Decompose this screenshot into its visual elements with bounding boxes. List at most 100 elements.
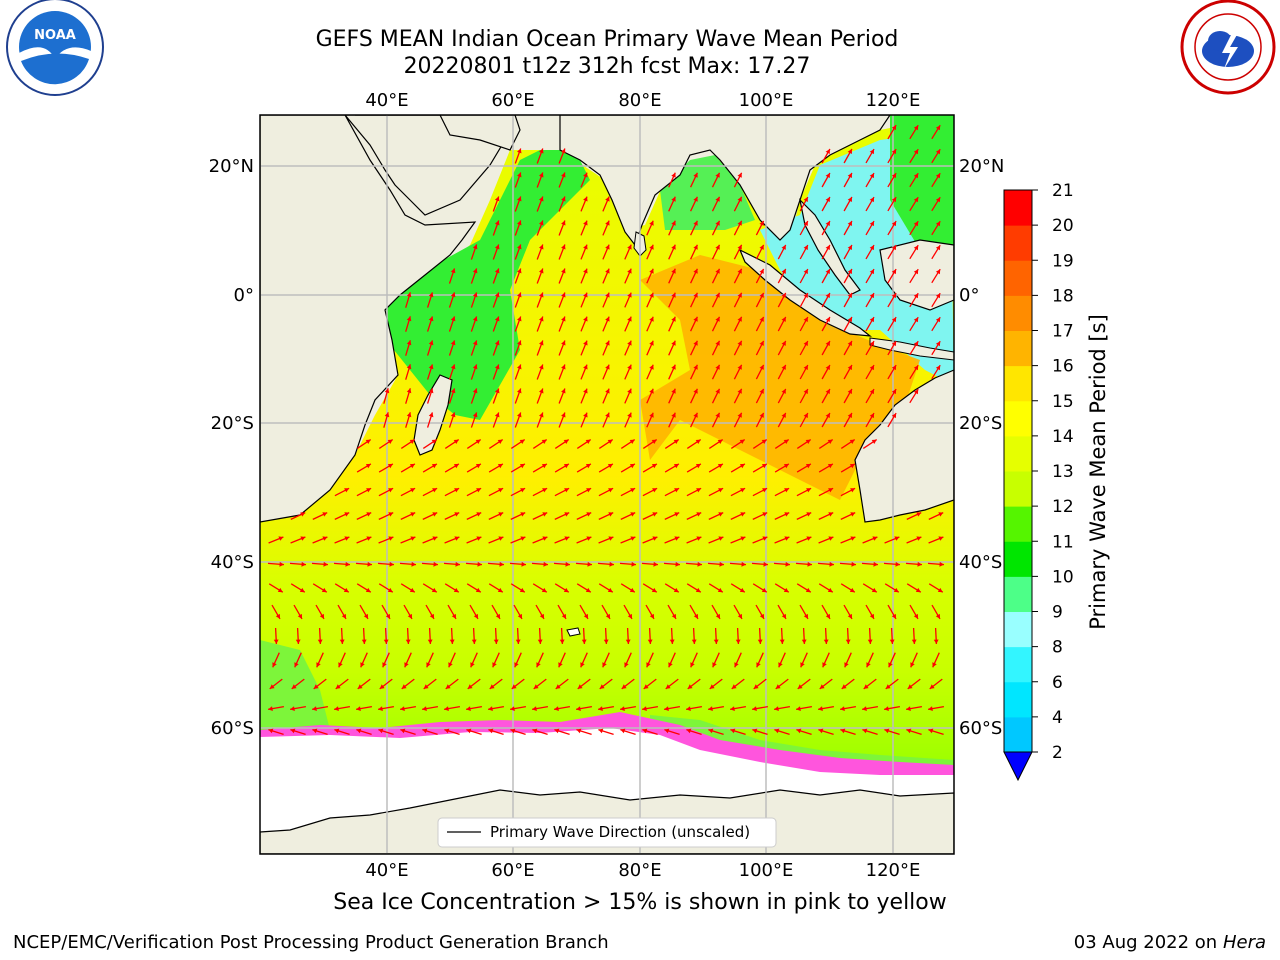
wave-arrow-head: [851, 561, 856, 567]
wave-arrow-head: [828, 536, 834, 541]
wave-arrow-head: [444, 728, 450, 734]
wave-arrow-head: [583, 220, 588, 226]
wave-arrow-head: [671, 268, 676, 274]
wave-arrow-head: [693, 292, 698, 298]
wave-arrow-head: [598, 706, 603, 711]
wave-arrow-head: [475, 587, 481, 593]
wave-arrow-head: [781, 244, 786, 250]
wave-arrow-head: [605, 196, 610, 202]
wave-arrow-head: [627, 364, 632, 370]
wave-arrow-head: [334, 706, 339, 711]
wave-arrow-head: [932, 662, 937, 668]
wave-arrow-head: [847, 197, 852, 202]
wave-arrow-head: [673, 439, 679, 444]
wave-arrow-head: [406, 340, 412, 346]
colorbar-tick-label: 20: [1052, 216, 1074, 236]
wave-arrow-head: [803, 389, 808, 394]
wave-arrow-head: [539, 412, 544, 418]
wave-arrow-head: [317, 639, 323, 644]
colorbar-tick-label: 6: [1052, 673, 1063, 693]
wave-arrow-head: [450, 412, 456, 418]
wave-arrow-head: [737, 220, 742, 226]
wave-arrow-head: [825, 221, 830, 226]
wave-arrow-head: [891, 389, 897, 395]
wave-arrow-head: [401, 684, 407, 689]
wave-arrow-head: [426, 662, 431, 668]
colorbar-segment: [1004, 471, 1032, 507]
wave-arrow-head: [693, 364, 698, 370]
wave-arrow-head: [686, 706, 691, 711]
wave-arrow-head: [829, 561, 834, 567]
wave-arrow-head: [673, 463, 679, 469]
wave-arrow-head: [312, 706, 317, 711]
wave-arrow-head: [825, 245, 830, 250]
wave-arrow-head: [630, 512, 636, 517]
period-region-green-sw: [260, 640, 330, 740]
wave-arrow-head: [649, 340, 654, 346]
wave-arrow-head: [379, 684, 385, 689]
wave-arrow-head: [312, 728, 318, 734]
wave-arrow-head: [649, 412, 654, 418]
wave-arrow-head: [847, 293, 852, 298]
period-region-orange: [640, 255, 920, 500]
wave-arrow-head: [715, 220, 720, 226]
wave-arrow-head: [866, 662, 871, 668]
wave-arrow-head: [697, 561, 702, 567]
wave-arrow-head: [563, 439, 569, 444]
wave-arrow-head: [693, 412, 698, 418]
wave-arrow-head: [783, 587, 789, 593]
wave-arrow-head: [693, 268, 698, 274]
wave-arrow-head: [384, 388, 390, 394]
wave-arrow-head: [517, 613, 522, 619]
wave-arrow-head: [630, 488, 636, 493]
wave-arrow-head: [497, 439, 503, 444]
wave-arrow-head: [431, 587, 437, 593]
wave-arrow-head: [869, 197, 874, 203]
wave-arrow-head: [713, 639, 719, 644]
wave-arrow-head: [450, 388, 456, 394]
lon-label-bottom-40e: 40°E: [365, 860, 408, 881]
wave-arrow-head: [431, 463, 437, 469]
wave-arrow-head: [781, 268, 786, 274]
colorbar-segment: [1004, 260, 1032, 296]
wave-arrow-head: [400, 706, 405, 711]
wave-arrow-head: [365, 463, 371, 469]
wave-arrow-head: [432, 488, 438, 493]
wave-arrow-head: [891, 245, 897, 251]
wave-arrow-head: [410, 536, 416, 541]
lat-label-right-20s: 20°S: [959, 413, 1002, 434]
wave-arrow-head: [869, 221, 874, 227]
wave-arrow-head: [709, 684, 715, 689]
wave-arrow-head: [517, 412, 522, 418]
wave-arrow-head: [906, 706, 911, 711]
wave-arrow-head: [520, 536, 526, 541]
wave-arrow-head: [740, 536, 746, 541]
wave-arrow-head: [778, 662, 783, 668]
wave-arrow-head: [649, 388, 654, 394]
wave-arrow-head: [599, 684, 605, 689]
title-line-2: 20220801 t12z 312h fcst Max: 17.27: [403, 54, 811, 79]
wave-arrow-head: [494, 412, 500, 418]
wave-arrow-head: [869, 613, 874, 619]
wave-arrow-head: [784, 488, 790, 493]
wave-arrow-head: [696, 536, 702, 541]
wave-arrow-head: [472, 268, 478, 274]
wave-arrow-head: [432, 512, 438, 517]
wave-arrow-head: [627, 340, 632, 346]
wave-arrow-head: [477, 561, 482, 567]
wave-arrow-head: [539, 196, 544, 202]
wave-arrow-head: [586, 536, 592, 541]
wave-arrow-head: [649, 292, 654, 298]
wave-arrow-head: [517, 340, 522, 346]
wave-arrow-head: [935, 613, 940, 619]
wave-arrow-head: [406, 316, 412, 322]
wave-arrow-head: [586, 488, 592, 493]
wave-arrow-head: [627, 388, 632, 394]
wave-arrow-head: [532, 706, 537, 711]
wave-arrow-head: [583, 172, 588, 178]
wave-arrow-head: [294, 662, 299, 668]
wave-arrow-head: [784, 512, 790, 517]
wave-arrow-head: [818, 706, 823, 711]
colorbar-segment: [1004, 576, 1032, 612]
wave-arrow-head: [913, 613, 918, 619]
